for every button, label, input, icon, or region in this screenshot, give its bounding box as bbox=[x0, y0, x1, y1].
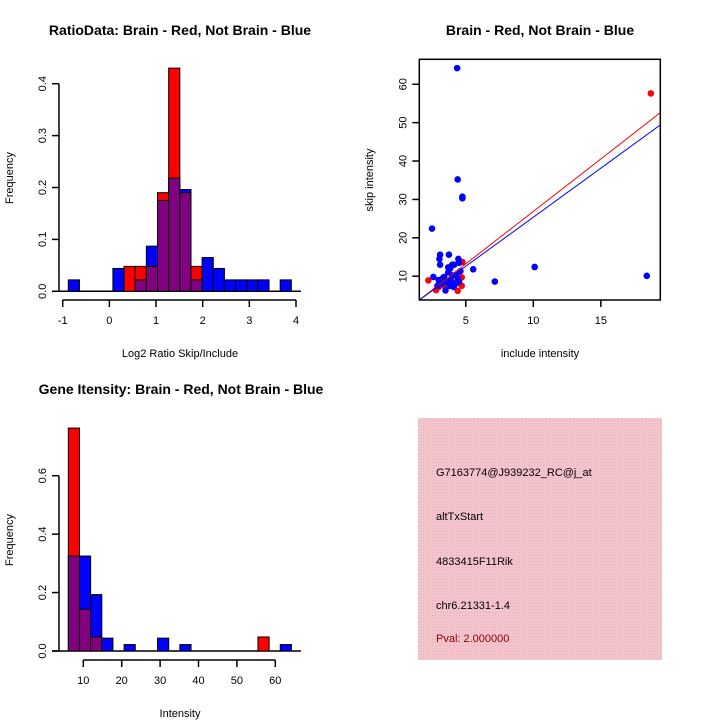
y-tick-label: 20 bbox=[397, 232, 409, 244]
bar-not-brain bbox=[201, 257, 214, 292]
point-not-brain bbox=[442, 287, 449, 294]
info-panel: G7163774@J939232_RC@j_at altTxStart 4833… bbox=[418, 418, 662, 660]
bar-overlap bbox=[134, 279, 147, 292]
x-tick-label: 60 bbox=[269, 675, 281, 687]
scatter-plot: 5 10 15 10 20 30 40 50 60 bbox=[397, 58, 662, 327]
y-tick-label: 0.4 bbox=[37, 526, 49, 541]
bar-brain bbox=[257, 636, 270, 652]
gene-name: 4833415F11Rik bbox=[436, 556, 513, 568]
bar-not-brain bbox=[257, 279, 270, 292]
x-tick-label: -1 bbox=[58, 315, 68, 327]
bar-overlap bbox=[179, 192, 192, 292]
fit-line-brain bbox=[419, 112, 661, 300]
bar-overlap bbox=[67, 555, 80, 652]
point-not-brain bbox=[459, 194, 466, 202]
y-tick-label: 0.2 bbox=[37, 180, 49, 195]
bar-not-brain bbox=[123, 644, 136, 652]
point-not-brain bbox=[453, 279, 460, 287]
x-tick-label: 10 bbox=[77, 675, 89, 687]
bar-not-brain bbox=[223, 279, 237, 292]
bar-not-brain bbox=[179, 644, 192, 652]
plot-area bbox=[419, 64, 661, 300]
x-tick-label: 30 bbox=[154, 675, 166, 687]
y-tick-label: 10 bbox=[397, 270, 409, 282]
point-not-brain bbox=[491, 278, 499, 285]
bar-brain bbox=[123, 265, 136, 292]
pval: Pval: 2.000000 bbox=[436, 633, 509, 645]
intensity-title: Gene Itensity: Brain - Red, Not Brain - … bbox=[39, 381, 324, 397]
bar-not-brain bbox=[67, 279, 80, 292]
point-brain bbox=[647, 90, 655, 97]
bar-not-brain bbox=[157, 637, 170, 652]
bar-overlap bbox=[78, 608, 92, 652]
bar-not-brain bbox=[279, 279, 292, 292]
ratio-ylabel: Frequency bbox=[4, 152, 16, 204]
x-tick-label: 1 bbox=[153, 315, 159, 327]
bar-overlap bbox=[168, 177, 181, 292]
fit-line-not-brain bbox=[419, 124, 661, 300]
location: chr6.21331-1.4 bbox=[436, 600, 510, 612]
bar-overlap bbox=[90, 636, 103, 652]
x-tick-label: 50 bbox=[231, 675, 243, 687]
intensity-histogram: 0.0 0.2 0.4 0.6 10 20 30 40 50 60 bbox=[37, 427, 301, 687]
scatter-title: Brain - Red, Not Brain - Blue bbox=[446, 22, 634, 38]
scatter-ylabel: skip intensity bbox=[364, 148, 376, 211]
bar-not-brain bbox=[112, 267, 125, 292]
y-tick-label: 0.4 bbox=[37, 76, 49, 91]
x-tick-label: 40 bbox=[192, 675, 204, 687]
point-not-brain bbox=[469, 265, 477, 273]
y-tick-label: 0.6 bbox=[37, 468, 49, 483]
bar-overlap bbox=[157, 199, 170, 292]
y-tick-label: 50 bbox=[397, 117, 409, 129]
bar-not-brain bbox=[235, 279, 248, 292]
point-not-brain bbox=[436, 255, 443, 263]
x-tick-label: 3 bbox=[246, 315, 252, 327]
plot-box bbox=[418, 58, 662, 301]
y-tick-label: 0.1 bbox=[37, 232, 49, 247]
x-tick-label: 10 bbox=[527, 315, 539, 327]
point-not-brain bbox=[643, 272, 651, 280]
y-tick-label: 30 bbox=[397, 193, 409, 205]
y-tick-label: 40 bbox=[397, 155, 409, 167]
y-tick-label: 0.3 bbox=[37, 128, 49, 143]
x-tick-label: 4 bbox=[293, 315, 299, 327]
x-tick-label: 0 bbox=[106, 315, 112, 327]
point-not-brain bbox=[453, 64, 461, 72]
y-tick-label: 0.2 bbox=[37, 585, 49, 600]
point-not-brain bbox=[450, 261, 458, 268]
y-tick-label: 60 bbox=[397, 78, 409, 90]
scatter-xlabel: include intensity bbox=[501, 348, 580, 360]
x-tick-label: 15 bbox=[595, 315, 607, 327]
y-tick-label: 0.0 bbox=[37, 284, 49, 299]
x-tick-label: 20 bbox=[116, 675, 128, 687]
ratio-xlabel: Log2 Ratio Skip/Include bbox=[122, 348, 238, 360]
point-brain bbox=[425, 277, 432, 284]
bar-not-brain bbox=[246, 279, 259, 292]
point-not-brain bbox=[531, 263, 538, 271]
point-not-brain bbox=[428, 225, 436, 232]
y-tick-label: 0.0 bbox=[37, 643, 49, 658]
event-type: altTxStart bbox=[436, 511, 483, 523]
point-not-brain bbox=[440, 273, 448, 281]
point-not-brain bbox=[430, 273, 437, 281]
point-not-brain bbox=[454, 176, 461, 183]
point-not-brain bbox=[445, 251, 453, 259]
intensity-ylabel: Frequency bbox=[4, 514, 16, 566]
point-not-brain bbox=[444, 269, 452, 276]
bar-overlap bbox=[190, 279, 203, 292]
intensity-xlabel: Intensity bbox=[160, 708, 201, 720]
x-tick-label: 5 bbox=[463, 315, 469, 327]
ratio-title: RatioData: Brain - Red, Not Brain - Blue bbox=[49, 22, 311, 38]
probe-id: G7163774@J939232_RC@j_at bbox=[436, 467, 592, 479]
bar-not-brain bbox=[101, 637, 114, 652]
x-tick-label: 2 bbox=[200, 315, 206, 327]
ratio-histogram: 0.0 0.1 0.2 0.3 0.4 -1 0 1 2 3 4 bbox=[37, 67, 301, 327]
bar-overlap bbox=[145, 265, 159, 292]
bar-not-brain bbox=[212, 267, 225, 292]
info-panel-background bbox=[418, 418, 662, 660]
point-not-brain bbox=[436, 261, 444, 268]
bar-not-brain bbox=[279, 644, 292, 652]
